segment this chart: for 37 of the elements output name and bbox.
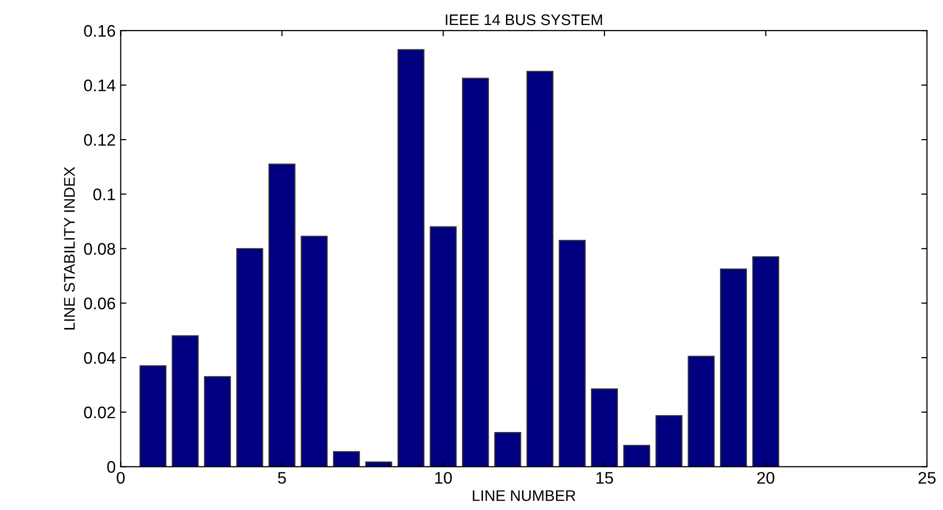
y-tick-label: 0.04 bbox=[84, 352, 116, 364]
bar bbox=[172, 335, 199, 467]
x-axis-title: LINE NUMBER bbox=[472, 490, 576, 502]
chart-title: IEEE 14 BUS SYSTEM bbox=[446, 14, 602, 26]
x-tick-label: 20 bbox=[757, 472, 774, 484]
bar bbox=[430, 226, 457, 467]
bar bbox=[656, 415, 682, 467]
bar bbox=[140, 365, 166, 467]
bar bbox=[398, 49, 424, 467]
y-axis-title: LINE STABILITY INDEX bbox=[64, 166, 75, 330]
x-tick-label: 0 bbox=[116, 472, 125, 484]
bar bbox=[300, 236, 328, 467]
bar bbox=[204, 376, 231, 467]
bar bbox=[268, 164, 296, 467]
y-tick-label: 0.14 bbox=[84, 80, 116, 92]
x-tick-label: 25 bbox=[918, 472, 936, 484]
bar bbox=[236, 248, 264, 467]
x-tick-label: 5 bbox=[278, 472, 286, 484]
bar bbox=[462, 78, 489, 467]
y-tick-label: 0.02 bbox=[84, 406, 116, 418]
bar bbox=[333, 451, 360, 467]
bar bbox=[494, 432, 522, 467]
bar bbox=[752, 256, 780, 467]
bar bbox=[526, 70, 554, 467]
bar bbox=[720, 268, 747, 467]
y-tick-label: 0.08 bbox=[84, 243, 116, 255]
x-tick-label: 15 bbox=[596, 472, 614, 484]
x-tick-label: 10 bbox=[435, 472, 452, 484]
bar bbox=[591, 388, 618, 467]
bar bbox=[688, 356, 715, 467]
bar bbox=[623, 444, 650, 467]
y-tick-label: 0.06 bbox=[84, 298, 116, 310]
y-tick-label: 0.16 bbox=[84, 25, 116, 37]
y-tick-label: 0 bbox=[107, 461, 116, 473]
y-tick-label: 0.1 bbox=[93, 188, 116, 200]
y-tick-label: 0.12 bbox=[84, 134, 116, 146]
bar bbox=[558, 240, 586, 467]
